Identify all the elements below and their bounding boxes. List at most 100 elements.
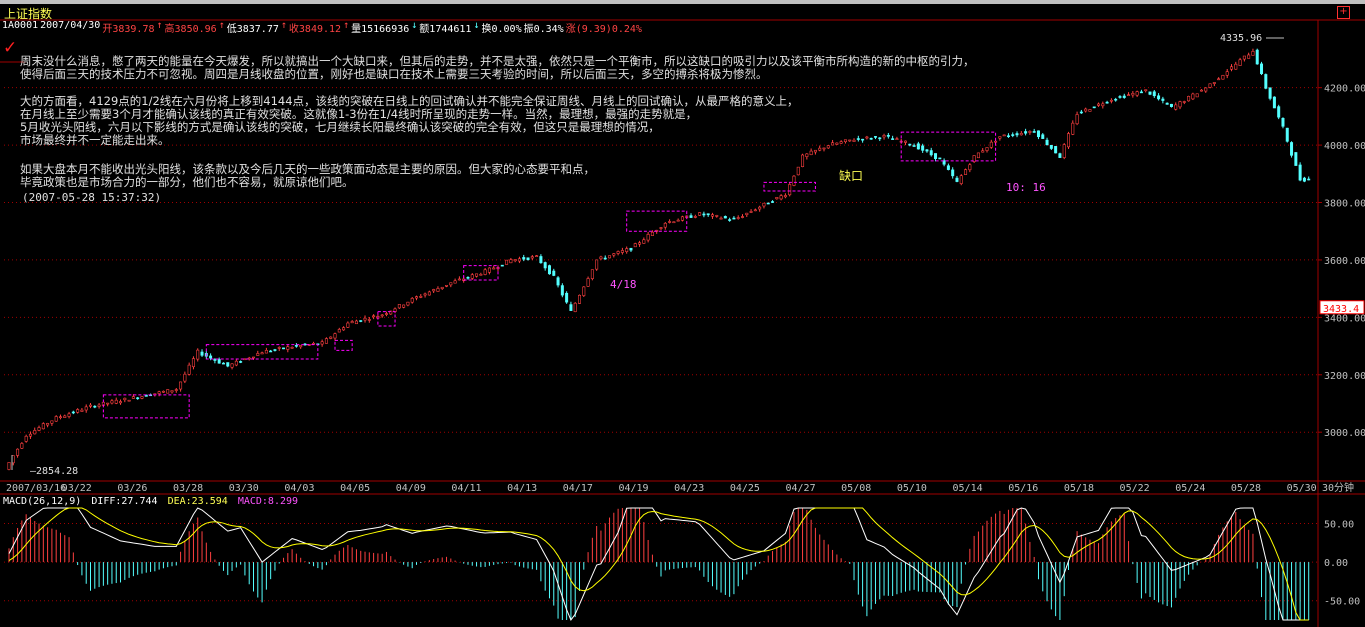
candle-body [505, 259, 509, 265]
candle-body [28, 433, 32, 437]
candle-body [67, 413, 71, 417]
candle-body [320, 341, 324, 345]
candle-body [84, 406, 88, 411]
chart-title: 上证指数 [4, 6, 53, 21]
low-price: 低3837.77 [226, 24, 279, 35]
pivot-box [763, 181, 816, 192]
commentary-line: 在月线上至少需要3个月才能确认该线的真正有效突破。这就像1-3份在1/4线时所呈… [20, 107, 698, 121]
candle-body [1152, 91, 1156, 97]
candle-body [449, 282, 453, 286]
period-label: 30分钟 [1322, 481, 1354, 494]
candle-body [946, 165, 950, 170]
candle-body [608, 255, 612, 259]
candle-body [1225, 71, 1229, 76]
candle-body [1260, 63, 1264, 75]
candle-body [157, 391, 161, 394]
candle-body [723, 216, 727, 219]
commentary-line: 周末没什么消息，憋了两天的能量在今天爆发，所以就搞出一个大缺口来，但其后的走势，… [20, 54, 975, 68]
candle-body [938, 157, 942, 160]
commentary-paragraph-2: 大的方面看，4129点的1/2线在六月份将上移到4144点，该线的突破在日线上的… [20, 95, 799, 147]
pivot-box [334, 339, 353, 351]
candle-body [916, 143, 920, 150]
y-tick-label: 4200.00 [1324, 84, 1365, 95]
candle-body [818, 147, 822, 151]
candle-body [359, 320, 363, 322]
candle-body [445, 285, 449, 287]
x-tick-label: 04/23 [674, 483, 704, 494]
candle-body [1049, 145, 1053, 149]
candle-body [638, 242, 642, 245]
pivot-box [626, 210, 688, 232]
candle-body [342, 327, 346, 331]
candle-body [97, 404, 101, 407]
candle-body [779, 195, 783, 200]
candle-body [37, 427, 41, 431]
candle-body [882, 135, 886, 138]
candle-body [453, 280, 457, 284]
candle-body [140, 396, 144, 399]
candle-body [1109, 99, 1113, 102]
candle-body [58, 416, 62, 419]
candle-body [1294, 152, 1298, 166]
candle-body [895, 138, 899, 140]
candle-body [217, 359, 221, 364]
candle-body [740, 216, 744, 218]
y-tick-label: 3200.00 [1324, 371, 1365, 382]
candle-body [513, 259, 517, 262]
commentary-paragraph-3: 如果大盘本月不能收出光头阳线，该条款以及今后几天的一些政策面动态是主要的原因。但… [20, 163, 595, 189]
candle-body [1221, 75, 1225, 80]
candle-body [196, 349, 200, 360]
candle-body [213, 359, 217, 361]
candle-body [1182, 101, 1186, 103]
volume: 量15166936 [351, 24, 410, 35]
candle-body [603, 257, 607, 260]
candle-body [337, 329, 341, 333]
candle-body [1015, 133, 1019, 136]
candle-body [981, 150, 985, 153]
y-tick-label: 3400.00 [1324, 313, 1365, 324]
candle-body [929, 150, 933, 156]
candle-body [286, 346, 290, 350]
x-tick-label: 04/27 [785, 483, 815, 494]
amplitude: 振0.34% [523, 24, 564, 35]
candle-body [329, 336, 333, 339]
candle-body [63, 415, 67, 418]
candle-body [921, 145, 925, 151]
stock-code: 1A0001 [2, 20, 39, 31]
candle-body [80, 409, 84, 412]
candle-body [384, 313, 388, 315]
candle-body [324, 338, 328, 344]
candle-body [989, 141, 993, 148]
candle-body [1277, 106, 1281, 118]
candle-body [826, 145, 830, 149]
add-indicator-button[interactable]: + [1337, 6, 1350, 19]
candle-body [822, 147, 826, 150]
candle-body [706, 213, 710, 216]
candle-body [123, 397, 127, 401]
candle-body [1019, 132, 1023, 136]
candle-body [1071, 122, 1075, 135]
candle-body [1230, 66, 1234, 70]
candle-body [835, 142, 839, 145]
current-price-tag [1319, 300, 1365, 315]
candle-body [693, 216, 697, 218]
candle-body [766, 202, 770, 205]
candle-body [972, 155, 976, 162]
candle-body [509, 259, 513, 264]
candle-body [1255, 49, 1259, 65]
macd-dea-line [8, 507, 1309, 621]
x-tick-label: 2007/03/16 [6, 483, 66, 494]
candle-body [1268, 87, 1272, 99]
candle-body [903, 140, 907, 143]
candle-body [1054, 146, 1058, 154]
candle-body [985, 147, 989, 151]
candle-body [402, 304, 406, 308]
check-alert-icon: ✓ [3, 38, 18, 58]
candle-body [1144, 89, 1148, 92]
x-tick-label: 04/13 [507, 483, 537, 494]
x-tick-label: 05/30 [1287, 483, 1317, 494]
candle-body [526, 257, 530, 260]
turnover: 换0.00% [481, 24, 522, 35]
x-tick-label: 05/16 [1008, 483, 1038, 494]
candle-body [1234, 63, 1238, 70]
